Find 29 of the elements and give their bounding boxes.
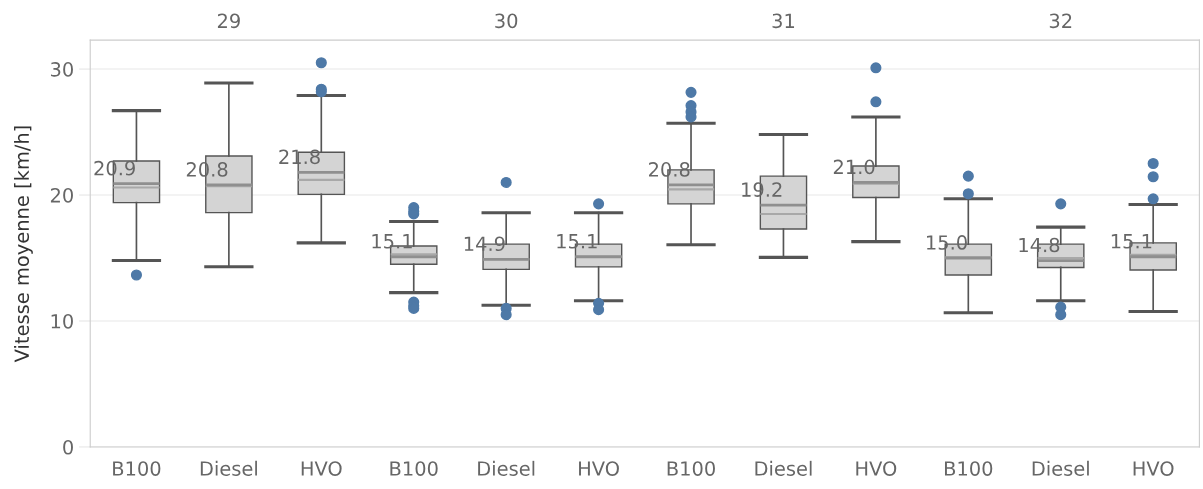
y-tick-label: 0 <box>63 439 73 455</box>
x-tick-label: HVO <box>1133 461 1174 476</box>
text: 29 <box>217 13 240 29</box>
x-tick-label: B100 <box>113 461 161 476</box>
x-tick-label: HVO <box>856 461 897 476</box>
x-tick-label: Diesel <box>200 460 257 476</box>
annotation: 14.8 <box>1019 237 1060 253</box>
annotation: 15.0 <box>927 235 967 250</box>
y-tick-label: 30 <box>50 62 73 77</box>
text: 32 <box>1049 13 1072 29</box>
x-tick-label: Diesel <box>1032 460 1089 476</box>
x-tick-label: B100 <box>390 461 438 476</box>
text: 30 <box>495 13 518 29</box>
annotation: 21.0 <box>833 159 875 175</box>
x-tick-label: Diesel <box>478 460 535 476</box>
annotation: 14.9 <box>464 236 505 252</box>
x-tick-label: Diesel <box>755 460 812 476</box>
annotation: 15.1 <box>557 234 597 249</box>
x-tick-label: HVO <box>301 461 342 476</box>
annotation: 20.8 <box>649 162 690 177</box>
annotation: 15.1 <box>372 234 412 249</box>
y-axis-title: Vitesse moyenne [km/h] <box>14 126 33 363</box>
text: 31 <box>772 13 795 29</box>
y-tick-label: 20 <box>50 187 73 203</box>
y-tick-label: 10 <box>51 313 73 329</box>
x-tick-label: HVO <box>579 461 619 476</box>
x-tick-label: B100 <box>667 461 715 476</box>
x-tick-label: B100 <box>945 461 993 476</box>
annotation: 15.1 <box>1111 234 1152 249</box>
